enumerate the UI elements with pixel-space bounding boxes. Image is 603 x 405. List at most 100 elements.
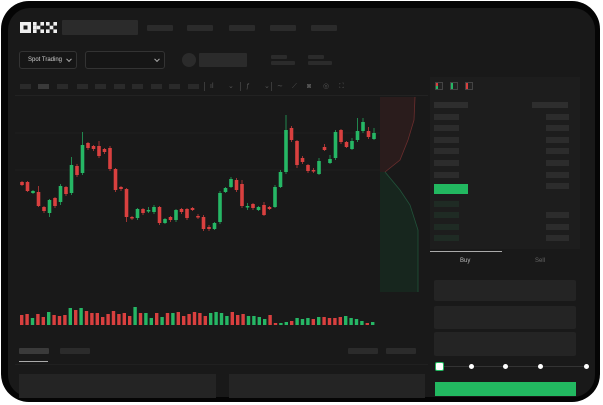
candle	[152, 205, 156, 214]
timeframe-button[interactable]	[188, 84, 199, 89]
timeframe-button[interactable]	[57, 84, 68, 89]
volume-bar	[138, 313, 143, 325]
orderbook-cell[interactable]	[546, 160, 569, 166]
candle	[58, 184, 63, 205]
timeframe-button-active[interactable]	[38, 84, 49, 89]
volume-bar	[165, 313, 170, 325]
candle	[344, 141, 349, 148]
candle	[157, 206, 162, 225]
chevron-down-icon[interactable]: ⌄	[264, 83, 270, 90]
timeframe-button[interactable]	[20, 84, 31, 89]
volume-bar	[246, 316, 251, 325]
orderbook-cell[interactable]	[546, 114, 569, 120]
price-input[interactable]	[434, 280, 576, 301]
indicator-icon[interactable]: ƒ	[246, 83, 250, 90]
candle-body	[91, 146, 96, 149]
okx-logo-mark	[20, 22, 57, 33]
chevron-down-icon[interactable]: ⌄	[228, 83, 234, 90]
orderbook-cell[interactable]	[546, 125, 569, 131]
candle	[97, 141, 101, 158]
slider-stop[interactable]	[503, 364, 508, 369]
orderbook-cell[interactable]	[434, 114, 459, 120]
tab-order-history[interactable]	[60, 348, 90, 354]
volume-bar	[20, 315, 24, 325]
nav-item[interactable]	[147, 25, 173, 31]
orderbook-cell[interactable]	[434, 235, 459, 241]
okx-logo[interactable]	[20, 22, 58, 33]
total-input[interactable]	[434, 332, 576, 356]
volume-bar	[63, 315, 67, 325]
orderbook-cell[interactable]	[532, 102, 568, 108]
candle-body	[174, 210, 178, 220]
candle-body	[152, 207, 156, 212]
volume-bar	[41, 317, 45, 325]
timeframe-button[interactable]	[169, 84, 180, 89]
orderbook-both-icon[interactable]	[435, 82, 443, 90]
candle-type-icon[interactable]: ıl	[210, 83, 214, 90]
orderbook-cell[interactable]	[434, 102, 468, 108]
search-bar[interactable]	[62, 20, 138, 35]
orderbook-buy-icon[interactable]	[450, 82, 458, 90]
candle	[278, 170, 283, 188]
orderbook-cell[interactable]	[434, 148, 459, 154]
timeframe-button[interactable]	[151, 84, 162, 89]
orderbook-cell[interactable]	[434, 212, 459, 218]
orderbook-sell-icon[interactable]	[465, 82, 473, 90]
timeframe-button[interactable]	[77, 84, 88, 89]
line-tool-icon[interactable]: ∼	[277, 83, 283, 90]
volume-bar	[111, 311, 116, 325]
market-type-dropdown[interactable]: Spot Trading	[19, 51, 77, 69]
nav-item[interactable]	[311, 25, 337, 31]
orderbook-cell[interactable]	[546, 172, 569, 178]
candle	[361, 118, 365, 133]
slider-stop[interactable]	[584, 364, 589, 369]
orderbook-cell[interactable]	[434, 201, 459, 207]
leverage-slider-track[interactable]	[438, 366, 587, 367]
timeframe-button[interactable]	[95, 84, 106, 89]
candle	[102, 148, 107, 154]
filter-button[interactable]	[386, 348, 416, 354]
volume-bar	[290, 321, 294, 325]
volume-bar	[273, 323, 278, 325]
ruler-icon[interactable]: ⟋	[292, 83, 297, 90]
orderbook-cell[interactable]	[546, 235, 569, 241]
slider-stop[interactable]	[538, 364, 543, 369]
camera-icon[interactable]: ◙	[307, 83, 312, 90]
orderbook-cell[interactable]	[434, 224, 459, 230]
nav-item[interactable]	[187, 25, 213, 31]
nav-item[interactable]	[270, 25, 296, 31]
timeframe-button[interactable]	[114, 84, 125, 89]
candle-body	[64, 187, 68, 194]
tab-buy[interactable]: Buy	[460, 258, 471, 264]
orderbook-cell[interactable]	[546, 137, 569, 143]
amount-input[interactable]	[434, 306, 576, 329]
volume-bar	[279, 323, 283, 325]
orderbook-cell[interactable]	[434, 125, 459, 131]
orderbook-cell[interactable]	[434, 160, 459, 166]
filter-button[interactable]	[348, 348, 378, 354]
fullscreen-icon[interactable]: ⛶	[339, 83, 344, 90]
candle-body	[20, 182, 24, 185]
nav-item[interactable]	[229, 25, 255, 31]
orderbook-cell[interactable]	[546, 224, 569, 230]
orderbook-cell[interactable]	[546, 183, 569, 189]
orderbook-cell[interactable]	[546, 212, 569, 218]
settings-icon[interactable]: ◎	[323, 83, 330, 90]
volume-bar	[333, 318, 337, 325]
candle-body	[146, 210, 151, 212]
trading-pair-dropdown[interactable]	[85, 51, 165, 69]
orderbook-cell[interactable]	[434, 172, 459, 178]
volume-bar	[192, 312, 197, 325]
buy-submit-button[interactable]	[435, 382, 576, 396]
volume-bar	[252, 316, 256, 325]
candle-body	[58, 186, 63, 202]
depth-bids-line	[384, 171, 419, 292]
orderbook-cell[interactable]	[434, 137, 459, 143]
slider-stop[interactable]	[469, 364, 474, 369]
tab-sell[interactable]: Sell	[535, 258, 546, 264]
tab-open-orders[interactable]	[19, 348, 49, 354]
timeframe-button[interactable]	[132, 84, 143, 89]
orderbook-cell[interactable]	[546, 148, 569, 154]
slider-handle[interactable]	[435, 362, 444, 371]
